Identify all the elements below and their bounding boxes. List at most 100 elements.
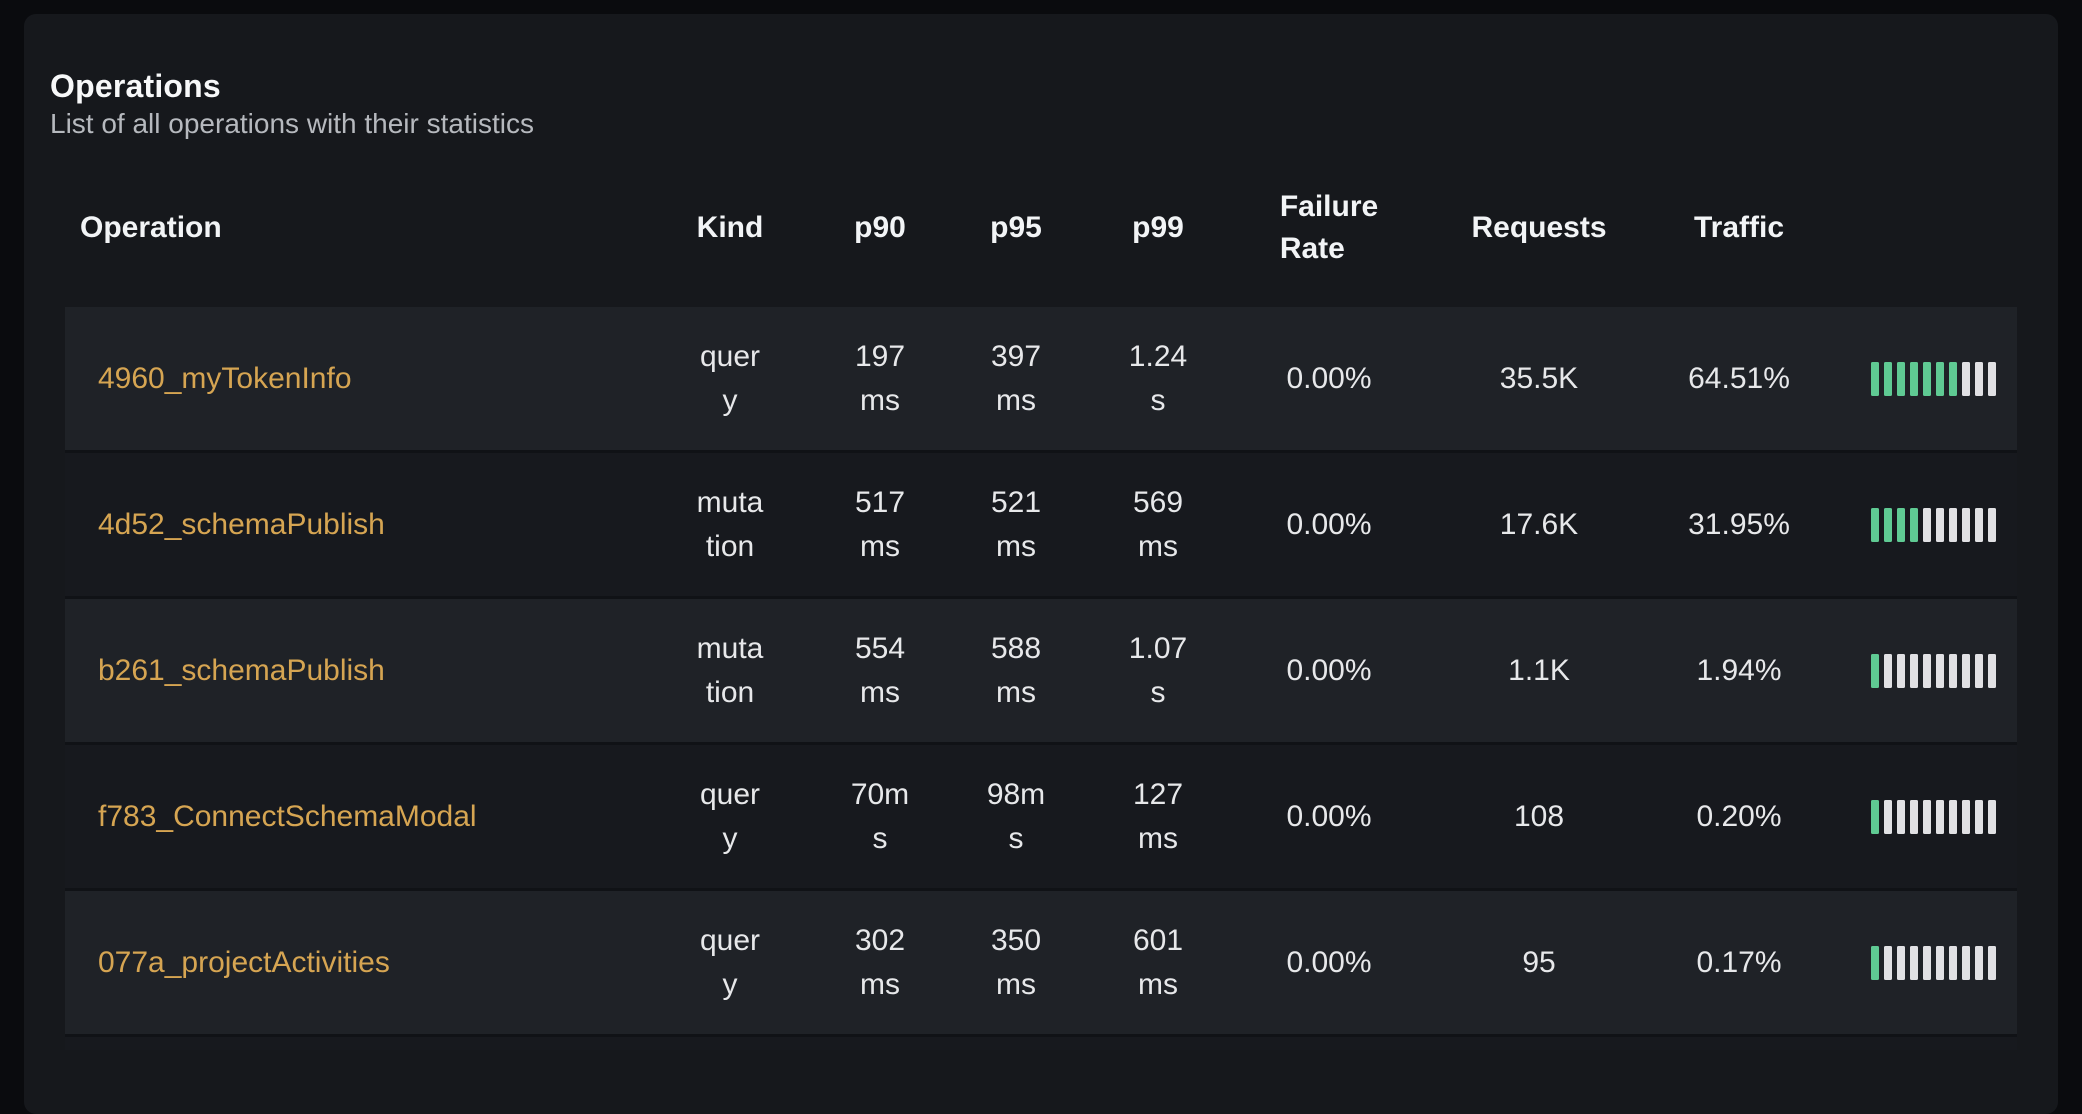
traffic-bar-empty (1884, 653, 1892, 688)
traffic-cell: 64.51% (1688, 361, 1790, 395)
traffic-bar-empty (1962, 945, 1970, 980)
column-header-failure-rate: Failure Rate (1279, 190, 1379, 265)
traffic-bar-empty (1949, 507, 1957, 542)
traffic-bar-filled (1871, 653, 1879, 688)
column-header-kind: Kind (696, 211, 764, 244)
traffic-bar-empty (1988, 361, 1996, 396)
p95-cell: 521ms (990, 485, 1042, 563)
p95-cell: 350ms (990, 923, 1042, 1001)
column-header-requests: Requests (1471, 211, 1607, 244)
traffic-bar-empty (1975, 799, 1983, 834)
column-header-p95: p95 (990, 211, 1042, 244)
traffic-bar-empty (1923, 945, 1931, 980)
traffic-bars-cell (1829, 653, 2017, 688)
requests-cell: 17.6K (1499, 507, 1579, 541)
traffic-bar-filled (1884, 361, 1892, 396)
operation-cell: 4d52_schemaPublish (65, 503, 645, 547)
traffic-bar-empty (1936, 507, 1944, 542)
requests-cell: 95 (1522, 945, 1556, 979)
failure-rate-cell: 0.00% (1286, 799, 1372, 833)
traffic-bar-empty (1962, 799, 1970, 834)
operation-cell: 4960_myTokenInfo (65, 357, 645, 401)
traffic-bars-cell (1829, 945, 2017, 980)
traffic-bar-empty (1962, 507, 1970, 542)
kind-cell: query (699, 923, 761, 1001)
failure-rate-cell: 0.00% (1286, 507, 1372, 541)
traffic-bar-filled (1884, 507, 1892, 542)
operation-link[interactable]: f783_ConnectSchemaModal (98, 799, 477, 833)
card-header: Operations List of all operations with t… (50, 66, 2032, 142)
operation-link[interactable]: 077a_projectActivities (98, 945, 390, 979)
failure-rate-cell: 0.00% (1286, 653, 1372, 687)
operations-table: Operation Kind p90 p95 p99 Failure Rate … (65, 163, 2017, 1050)
traffic-bar-chart (1871, 507, 1996, 542)
traffic-bar-empty (1988, 945, 1996, 980)
table-row: 4960_myTokenInfo query 197ms 397ms 1.24s… (65, 307, 2017, 453)
traffic-bar-empty (1975, 361, 1983, 396)
traffic-bar-filled (1871, 361, 1879, 396)
p99-cell: 601ms (1132, 923, 1184, 1001)
traffic-bars-cell (1829, 507, 2017, 542)
p90-cell: 70ms (850, 777, 910, 855)
traffic-cell: 0.20% (1696, 799, 1782, 833)
kind-cell: mutation (696, 485, 764, 563)
p99-cell: 1.07s (1128, 631, 1188, 709)
traffic-bar-empty (1975, 507, 1983, 542)
kind-cell: query (699, 777, 761, 855)
traffic-bar-chart (1871, 799, 1996, 834)
traffic-bar-empty (1936, 799, 1944, 834)
traffic-bar-empty (1910, 799, 1918, 834)
kind-cell: mutation (696, 631, 764, 709)
traffic-bar-empty (1897, 945, 1905, 980)
traffic-bars-cell (1829, 799, 2017, 834)
operation-link[interactable]: 4d52_schemaPublish (98, 507, 385, 541)
traffic-bar-filled (1871, 945, 1879, 980)
p90-cell: 517ms (854, 485, 906, 563)
traffic-bar-filled (1871, 799, 1879, 834)
traffic-bar-filled (1871, 507, 1879, 542)
operations-card: Operations List of all operations with t… (24, 14, 2058, 1114)
traffic-bar-empty (1897, 799, 1905, 834)
p95-cell: 98ms (986, 777, 1046, 855)
column-header-operation: Operation (80, 211, 222, 244)
operation-link[interactable]: b261_schemaPublish (98, 653, 385, 687)
traffic-cell: 0.17% (1696, 945, 1782, 979)
page-title: Operations (50, 68, 221, 104)
traffic-bar-empty (1949, 653, 1957, 688)
p90-cell: 554ms (854, 631, 906, 709)
column-header-p90: p90 (854, 211, 906, 244)
traffic-cell: 31.95% (1688, 507, 1790, 541)
traffic-bar-empty (1988, 799, 1996, 834)
operation-cell: 077a_projectActivities (65, 941, 645, 985)
traffic-bar-empty (1936, 945, 1944, 980)
table-header-row: Operation Kind p90 p95 p99 Failure Rate … (65, 163, 2017, 293)
operation-cell: f783_ConnectSchemaModal (65, 795, 645, 839)
traffic-bar-empty (1975, 653, 1983, 688)
operation-cell: b261_schemaPublish (65, 649, 645, 693)
table-row: b261_schemaPublish mutation 554ms 588ms … (65, 599, 2017, 745)
p99-cell: 127ms (1132, 777, 1184, 855)
traffic-bar-chart (1871, 653, 1996, 688)
traffic-bar-empty (1884, 799, 1892, 834)
traffic-bar-filled (1910, 361, 1918, 396)
traffic-bar-empty (1923, 507, 1931, 542)
p90-cell: 302ms (854, 923, 906, 1001)
p90-cell: 197ms (854, 339, 906, 417)
operation-link[interactable]: 4960_myTokenInfo (98, 361, 352, 395)
table-body: 4960_myTokenInfo query 197ms 397ms 1.24s… (65, 307, 2017, 1037)
traffic-bar-empty (1910, 653, 1918, 688)
table-row: f783_ConnectSchemaModal query 70ms 98ms … (65, 745, 2017, 891)
requests-cell: 108 (1513, 799, 1565, 833)
traffic-bar-empty (1962, 361, 1970, 396)
traffic-bar-chart (1871, 945, 1996, 980)
kind-cell: query (699, 339, 761, 417)
traffic-bar-empty (1949, 799, 1957, 834)
column-header-traffic: Traffic (1693, 211, 1785, 244)
traffic-bar-empty (1897, 653, 1905, 688)
traffic-bar-empty (1910, 945, 1918, 980)
traffic-bar-empty (1975, 945, 1983, 980)
traffic-bar-empty (1923, 653, 1931, 688)
failure-rate-cell: 0.00% (1286, 945, 1372, 979)
page-subtitle: List of all operations with their statis… (50, 108, 534, 139)
p99-cell: 569ms (1132, 485, 1184, 563)
